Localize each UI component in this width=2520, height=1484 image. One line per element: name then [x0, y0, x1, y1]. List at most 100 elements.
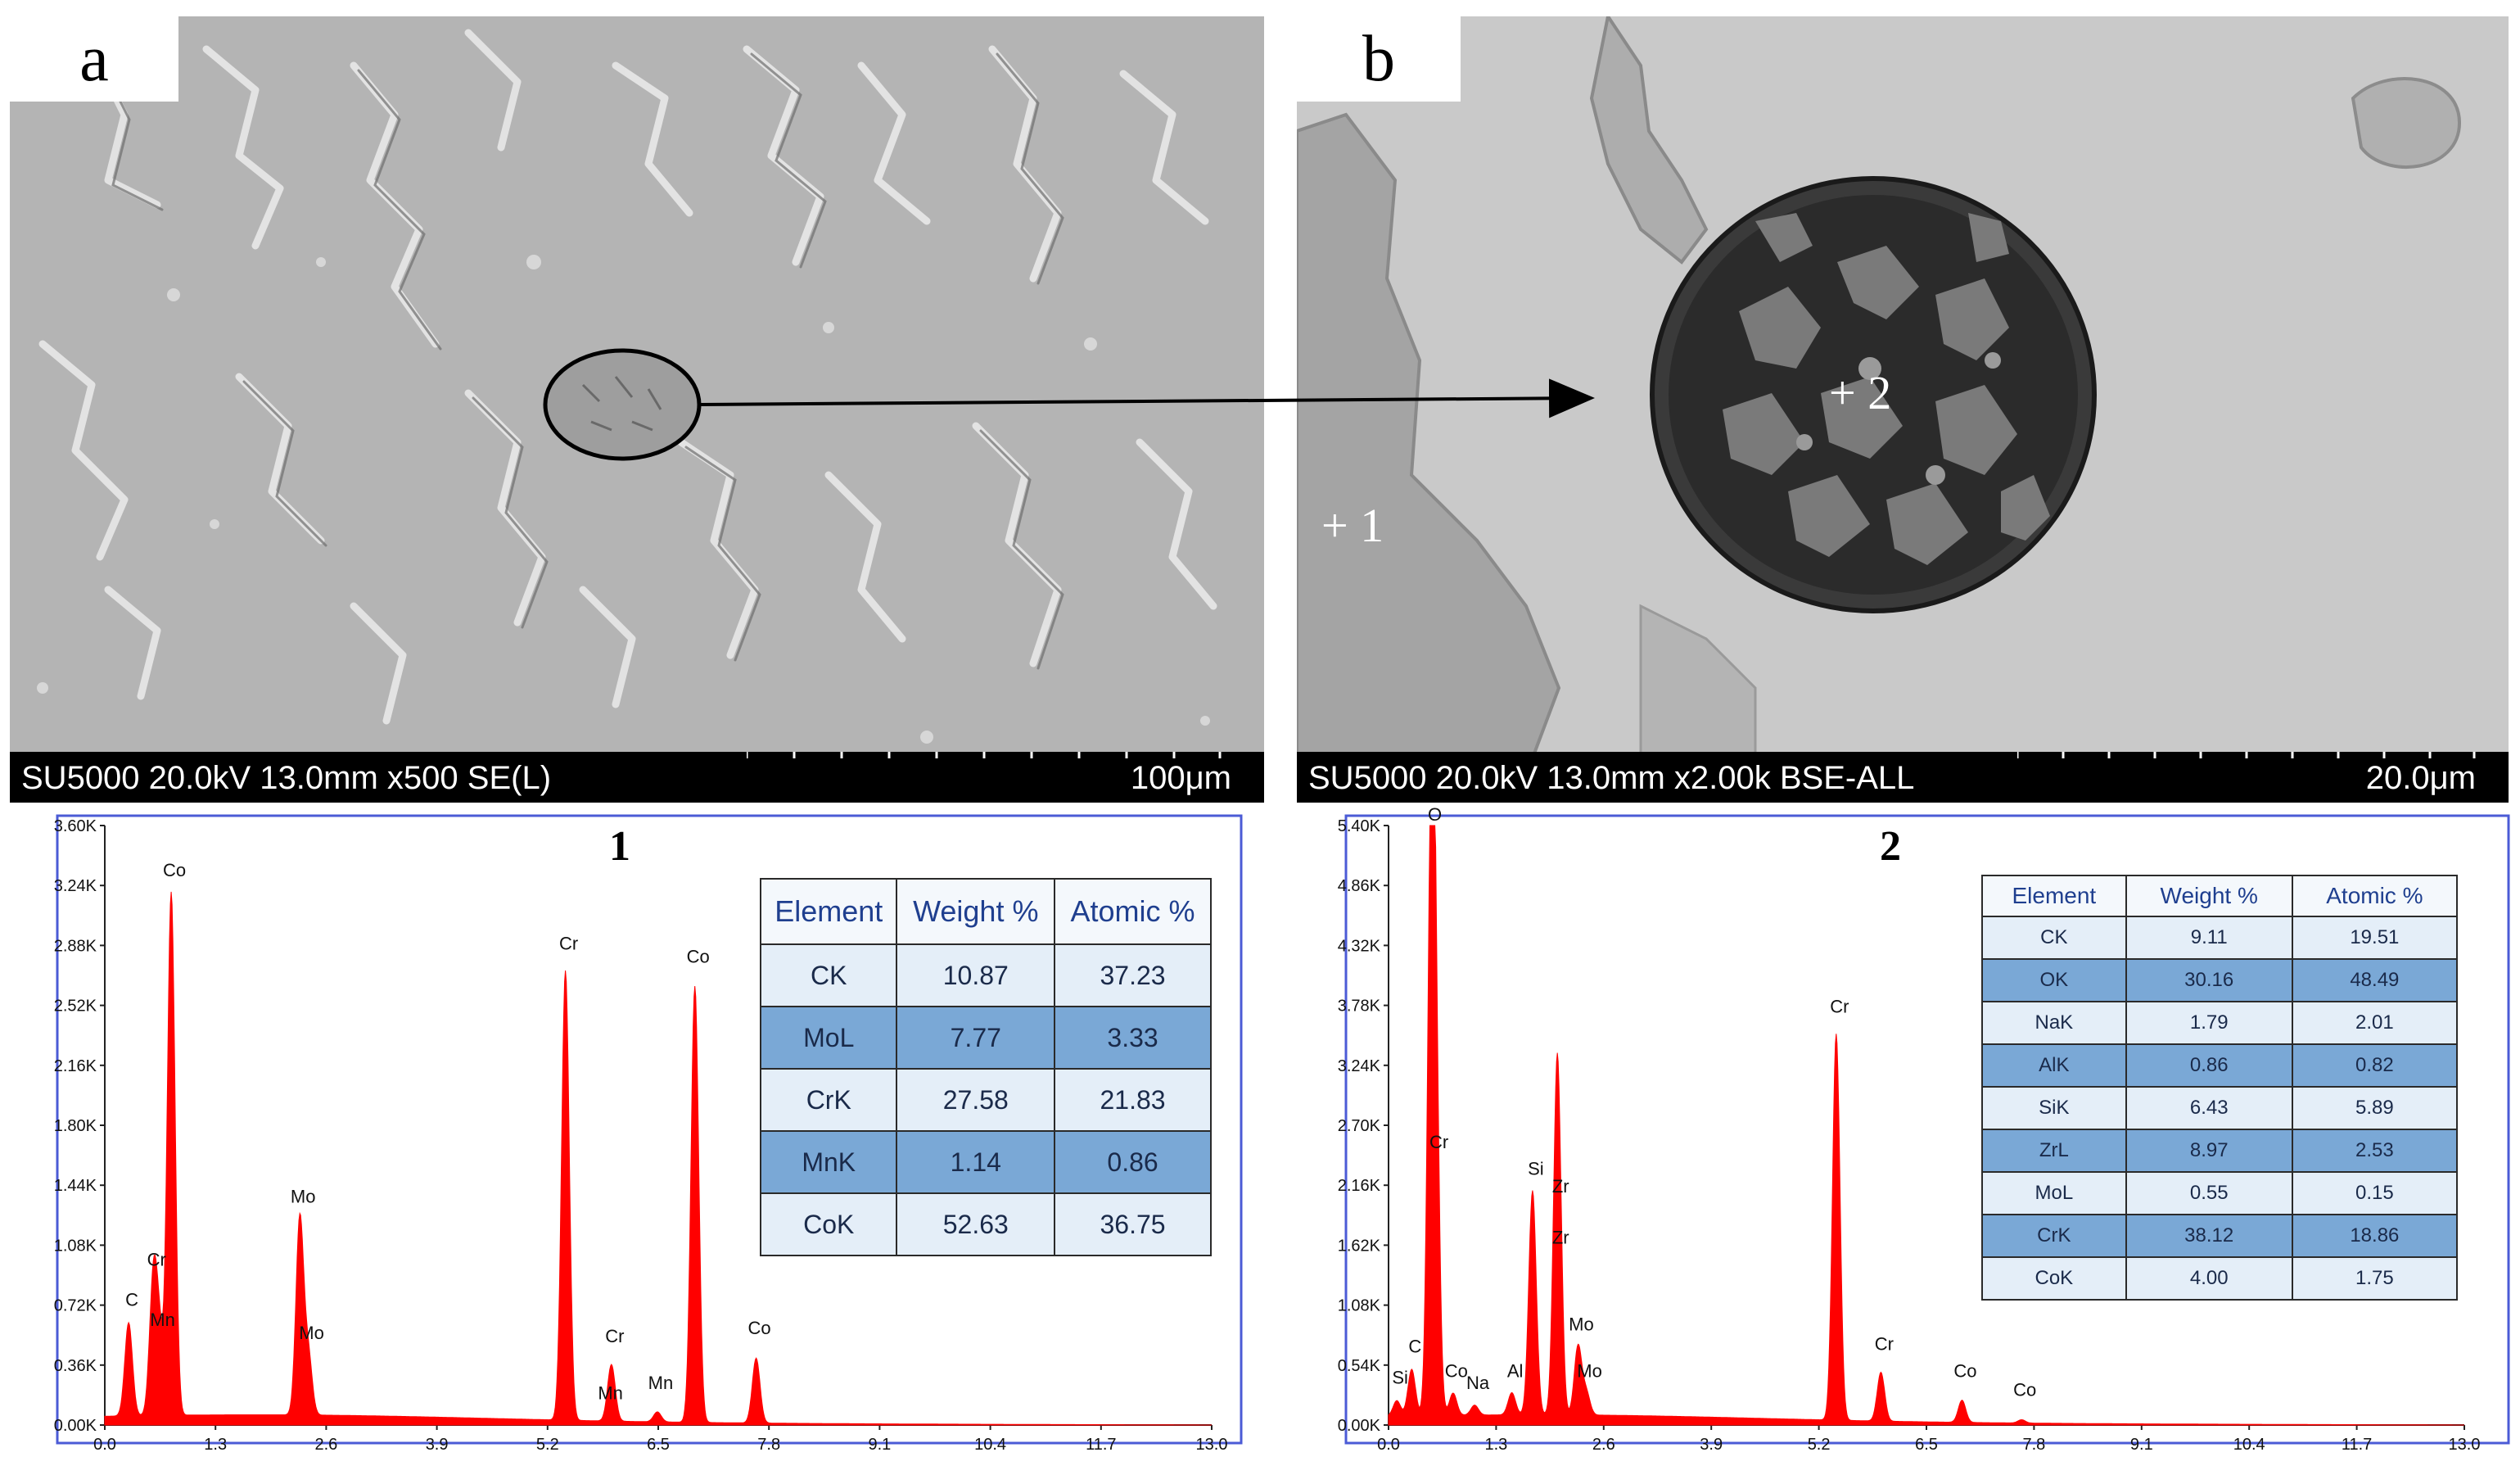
sem-info-b: SU5000 20.0kV 13.0mm x2.00k BSE-ALL: [1308, 760, 1915, 796]
y-tick-label: 2.88K: [54, 937, 97, 955]
y-tick-label: 0.00K: [54, 1417, 97, 1435]
peak-label: Mo: [299, 1323, 324, 1343]
peak-label: Si: [1528, 1159, 1544, 1179]
x-tick-label: 0.0: [93, 1436, 116, 1454]
x-tick-label: 9.1: [868, 1436, 891, 1454]
x-tick-label: 11.7: [2342, 1436, 2372, 1454]
y-tick-label: 2.16K: [54, 1057, 97, 1075]
panel-letter-b: b: [1297, 16, 1461, 102]
table-row: MoL 7.77 3.33: [759, 1006, 1212, 1070]
y-tick-label: 1.44K: [54, 1177, 97, 1195]
x-tick-label: 7.8: [757, 1436, 780, 1454]
x-tick-label: 6.5: [647, 1436, 670, 1454]
y-tick-label: 2.52K: [54, 998, 97, 1016]
cell: 4.00: [2125, 1256, 2293, 1301]
spectrum-title-2: 2: [1880, 823, 1901, 870]
peak-label: Cr: [559, 933, 578, 953]
x-tick-label: 1.3: [204, 1436, 227, 1454]
cell: 21.83: [1054, 1068, 1212, 1132]
cell: 0.55: [2125, 1171, 2293, 1215]
sem-info-bar-b: SU5000 20.0kV 13.0mm x2.00k BSE-ALL 20.0…: [1297, 752, 2509, 803]
cell: 36.75: [1054, 1192, 1212, 1256]
scale-label-a: 100μm: [1130, 760, 1231, 796]
x-tick-label: 9.1: [2130, 1436, 2153, 1454]
peak-label: Zr: [1552, 1228, 1569, 1248]
point-label-1: + 1: [1321, 499, 1384, 552]
cell: 52.63: [896, 1192, 1056, 1256]
col-atomic: Atomic %: [2291, 875, 2459, 917]
table-row: SiK 6.43 5.89: [1981, 1086, 2459, 1130]
table-header-row: Element Weight % Atomic %: [1981, 875, 2459, 917]
cell: 19.51: [2291, 916, 2459, 960]
peak-label: Co: [2013, 1379, 2036, 1400]
cell: 9.11: [2125, 916, 2293, 960]
x-tick-label: 10.4: [974, 1436, 1006, 1454]
y-tick-label: 4.86K: [1338, 877, 1381, 895]
sem-info-a: SU5000 20.0kV 13.0mm x500 SE(L): [21, 760, 552, 796]
sem-image-b: b + 1 + 2 SU5000 20.0kV 13.0mm x2.00k BS…: [1297, 16, 2509, 803]
y-tick-label: 1.08K: [54, 1237, 97, 1255]
y-tick-label: 3.24K: [1338, 1057, 1381, 1075]
cell: ZrL: [1981, 1129, 2127, 1173]
y-tick-label: 3.60K: [54, 817, 97, 835]
x-tick-label: 5.2: [1808, 1436, 1831, 1454]
x-tick-label: 5.2: [536, 1436, 559, 1454]
x-tick-label: 2.6: [314, 1436, 337, 1454]
spectrum-title-1: 1: [609, 823, 630, 870]
peak-label: Mn: [598, 1382, 623, 1403]
sem-texture-a: [10, 16, 1264, 753]
table-row: CK 10.87 37.23: [759, 943, 1212, 1007]
y-tick-label: 4.32K: [1338, 937, 1381, 955]
cell: 7.77: [896, 1006, 1056, 1070]
cell: OK: [1981, 958, 2127, 1002]
peak-label: Si: [1392, 1367, 1408, 1387]
cell: AlK: [1981, 1043, 2127, 1088]
cell: 1.79: [2125, 1001, 2293, 1045]
table-row: CrK 38.12 18.86: [1981, 1214, 2459, 1258]
col-element: Element: [1981, 875, 2127, 917]
col-weight: Weight %: [2125, 875, 2293, 917]
peak-label: C: [125, 1290, 138, 1310]
y-tick-label: 0.72K: [54, 1297, 97, 1315]
x-tick-label: 11.7: [1086, 1436, 1116, 1454]
y-tick-label: 0.54K: [1338, 1357, 1381, 1375]
scale-ticks-b: [2017, 752, 2476, 758]
table-row: CK 9.11 19.51: [1981, 916, 2459, 960]
table-row: ZrL 8.97 2.53: [1981, 1129, 2459, 1173]
cell: 10.87: [896, 943, 1056, 1007]
table-header-row: Element Weight % Atomic %: [759, 878, 1212, 945]
composition-table-2: Element Weight % Atomic % CK 9.11 19.51 OK 3…: [1981, 875, 2459, 1301]
y-tick-label: 5.40K: [1338, 817, 1381, 835]
scale-ticks-a: [747, 752, 1222, 758]
peak-label: O: [1428, 804, 1442, 825]
cell: CrK: [1981, 1214, 2127, 1258]
cell: CoK: [1981, 1256, 2127, 1301]
table-row: CoK 4.00 1.75: [1981, 1256, 2459, 1301]
cell: 1.75: [2291, 1256, 2459, 1301]
sem-info-bar-a: SU5000 20.0kV 13.0mm x500 SE(L) 100μm: [10, 752, 1264, 803]
col-element: Element: [759, 878, 898, 945]
cell: 18.86: [2291, 1214, 2459, 1258]
peak-label: Zr: [1552, 1176, 1569, 1197]
peak-label: Mo: [1577, 1360, 1602, 1381]
cell: CK: [1981, 916, 2127, 960]
y-tick-label: 1.08K: [1338, 1297, 1381, 1315]
cell: 5.89: [2291, 1086, 2459, 1130]
cell: CrK: [759, 1068, 898, 1132]
cell: 38.12: [2125, 1214, 2293, 1258]
x-tick-label: 3.9: [426, 1436, 449, 1454]
sem-texture-b: [1297, 16, 2509, 755]
x-tick-label: 13.0: [1196, 1436, 1228, 1454]
cell: SiK: [1981, 1086, 2127, 1130]
x-tick-label: 3.9: [1700, 1436, 1723, 1454]
y-tick-label: 3.78K: [1338, 998, 1381, 1016]
peak-label: Co: [748, 1318, 771, 1338]
peak-label: Co: [1953, 1360, 1976, 1381]
peak-label: Co: [687, 947, 710, 967]
cell: 6.43: [2125, 1086, 2293, 1130]
y-tick-label: 2.70K: [1338, 1117, 1381, 1135]
cell: 3.33: [1054, 1006, 1212, 1070]
cell: 30.16: [2125, 958, 2293, 1002]
peak-label: C: [1408, 1336, 1421, 1356]
